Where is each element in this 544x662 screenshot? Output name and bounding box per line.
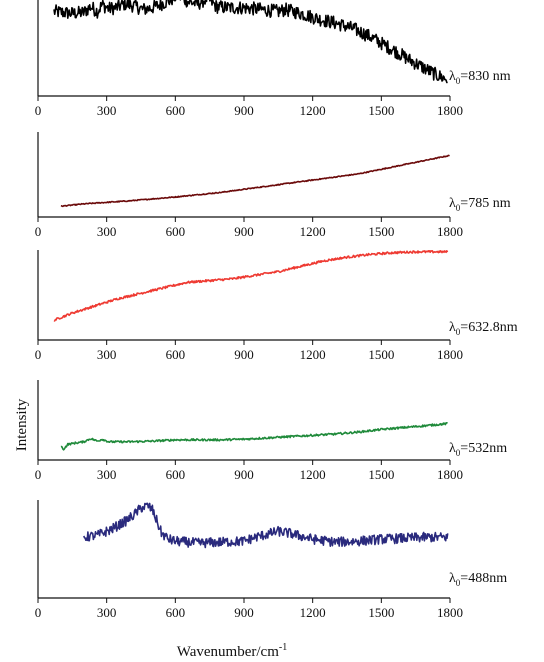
excitation-label: λ0=785 nm: [449, 196, 511, 213]
x-tick-labels: 0 300 600 900 1200 1500 1800: [35, 347, 463, 362]
x-tick-label: 1200: [300, 605, 326, 620]
x-ticks: [37, 598, 451, 603]
x-tick-label: 1800: [437, 467, 463, 482]
excitation-label: λ0=830 nm: [449, 69, 511, 86]
x-tick-label: 1800: [437, 347, 463, 362]
x-tick-label: 1200: [300, 467, 326, 482]
x-tick-label: 0: [35, 347, 42, 362]
x-tick-label: 1500: [368, 103, 394, 118]
y-axis-title: Intensity: [14, 398, 30, 451]
x-tick-label: 900: [234, 224, 254, 239]
x-tick-label: 1200: [300, 103, 326, 118]
panel-532nm: 0 300 600 900 1200 1500 1800 λ0=532nm: [35, 380, 507, 482]
x-tick-label: 600: [166, 467, 186, 482]
x-tick-label: 600: [166, 224, 186, 239]
x-tick-labels: 0 300 600 900 1200 1500 1800: [35, 103, 463, 118]
series-785nm: [60, 154, 450, 208]
x-ticks: [37, 340, 451, 345]
x-tick-labels: 0 300 600 900 1200 1500 1800: [35, 467, 463, 482]
x-tick-label: 900: [234, 347, 254, 362]
x-tick-label: 0: [35, 103, 42, 118]
x-tick-label: 600: [166, 347, 186, 362]
x-ticks: [37, 217, 451, 222]
series-632nm: [53, 250, 449, 322]
x-tick-label: 1800: [437, 605, 463, 620]
panel-830nm: 0 300 600 900 1200 1500 1800 λ0=830 nm: [35, 0, 511, 118]
spectrum-line: [53, 250, 449, 322]
spectrum-line: [60, 154, 450, 208]
panel-785nm: 0 300 600 900 1200 1500 1800 λ0=785 nm: [35, 132, 511, 239]
x-tick-label: 900: [234, 103, 254, 118]
spectrum-line: [83, 502, 449, 549]
excitation-label: λ0=532nm: [449, 441, 507, 458]
x-tick-label: 1500: [368, 347, 394, 362]
series-488nm: [83, 502, 449, 549]
x-tick-label: 0: [35, 467, 42, 482]
x-ticks: [37, 460, 451, 465]
x-tick-label: 600: [166, 605, 186, 620]
x-tick-labels: 0 300 600 900 1200 1500 1800: [35, 224, 463, 239]
x-tick-label: 1200: [300, 347, 326, 362]
x-tick-label: 300: [97, 103, 117, 118]
x-tick-label: 1500: [368, 605, 394, 620]
x-tick-labels: 0 300 600 900 1200 1500 1800: [35, 605, 463, 620]
x-tick-label: 1500: [368, 224, 394, 239]
x-ticks: [37, 96, 451, 101]
excitation-label: λ0=488nm: [449, 571, 507, 588]
x-tick-label: 300: [97, 605, 117, 620]
excitation-label: λ0=632.8nm: [449, 320, 518, 337]
x-tick-label: 600: [166, 103, 186, 118]
x-tick-label: 1200: [300, 224, 326, 239]
x-tick-label: 0: [35, 605, 42, 620]
x-tick-label: 0: [35, 224, 42, 239]
x-tick-label: 300: [97, 347, 117, 362]
series-830nm: [53, 0, 448, 84]
x-tick-label: 1500: [368, 467, 394, 482]
spectrum-line: [60, 421, 448, 451]
panel-632nm: 0 300 600 900 1200 1500 1800 λ0=632.8nm: [35, 250, 518, 362]
x-tick-label: 300: [97, 224, 117, 239]
series-532nm: [60, 421, 448, 451]
x-tick-label: 900: [234, 467, 254, 482]
x-tick-label: 300: [97, 467, 117, 482]
x-tick-label: 1800: [437, 224, 463, 239]
x-tick-label: 1800: [437, 103, 463, 118]
x-axis-title: Wavenumber/cm-1: [177, 642, 287, 660]
x-tick-label: 900: [234, 605, 254, 620]
panel-488nm: 0 300 600 900 1200 1500 1800 λ0=488nm: [35, 500, 507, 620]
spectrum-line: [53, 0, 448, 84]
